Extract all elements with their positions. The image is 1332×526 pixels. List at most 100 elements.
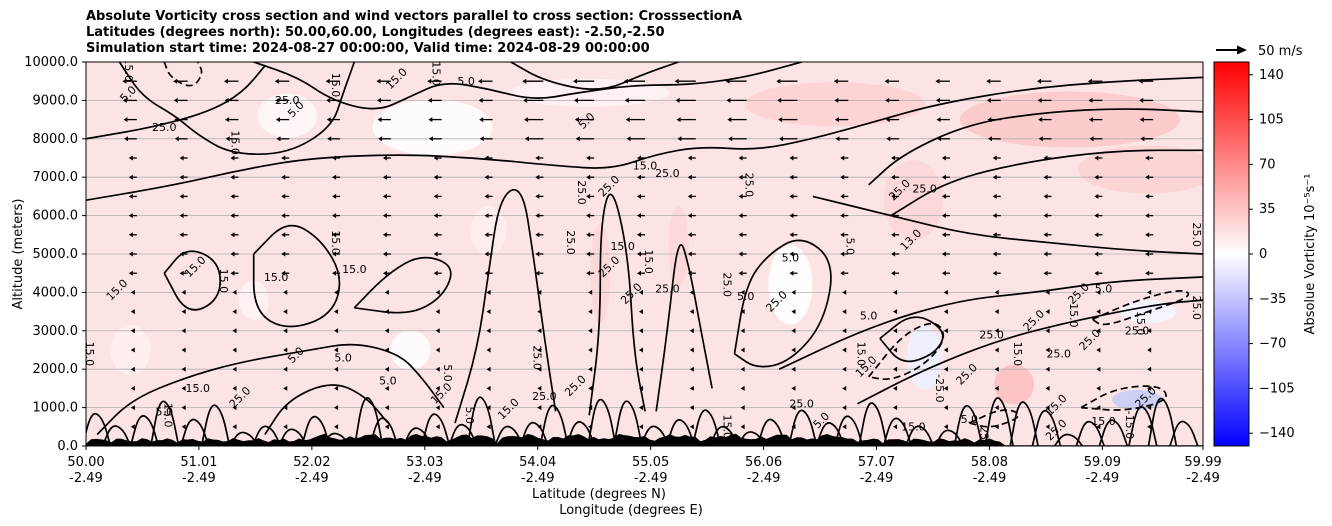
wind-vector-head-223 <box>689 347 694 353</box>
x-tick-label-lat-0: 50.00 <box>67 455 104 470</box>
contour-label-75: 15.0 <box>720 415 733 440</box>
wind-vector-head-379 <box>1096 424 1101 430</box>
wind-vector-head-344 <box>1038 117 1043 123</box>
wind-vector-head-87 <box>334 289 339 295</box>
wind-vector-head-380 <box>1138 78 1143 84</box>
wind-vector-head-143 <box>484 270 489 276</box>
wind-vector-head-221 <box>689 309 694 315</box>
wind-vector-head-63 <box>281 193 286 199</box>
wind-vector-head-280 <box>842 347 847 353</box>
wind-vector-head-365 <box>1094 155 1099 161</box>
wind-vector-head-390 <box>1145 270 1150 276</box>
x-tick-label-lon-7: -2.49 <box>860 471 894 486</box>
surface-contour-3 <box>149 400 180 446</box>
x-tick-label-lon-10: -2.49 <box>1186 471 1220 486</box>
contour-label-54: 15.0 <box>1067 303 1080 328</box>
wind-vector-head-358 <box>1045 385 1050 391</box>
wind-vector-head-245 <box>740 405 745 411</box>
wind-vector-head-212 <box>677 136 682 142</box>
wind-vector-head-246 <box>740 424 745 430</box>
wind-vector-head-37 <box>181 424 186 430</box>
wind-vector-head-261 <box>791 347 796 353</box>
wind-vector-head-52 <box>232 347 237 353</box>
wind-vector-head-27 <box>179 232 184 238</box>
wind-vector-head-336 <box>994 328 999 334</box>
wind-vector-head-362 <box>1088 97 1093 103</box>
wind-vector-head-173 <box>574 117 579 123</box>
wind-vector-head-339 <box>994 385 999 391</box>
surface-contour-36 <box>953 404 984 446</box>
y-tick-label-2: 2000.0 <box>33 362 79 377</box>
quiver-key-label: 50 m/s <box>1258 44 1303 59</box>
contour-line-19 <box>879 316 944 363</box>
x-tick-label-lon-6: -2.49 <box>747 471 781 486</box>
wind-vector-head-7 <box>128 213 133 219</box>
y-tick-label-9: 9000.0 <box>33 93 79 108</box>
wind-vector-head-356 <box>1045 347 1050 353</box>
wind-vector-head-316 <box>943 309 948 315</box>
colorbar-tick-label-2: 70 <box>1259 157 1276 172</box>
wind-vector-head-121 <box>433 213 438 219</box>
wind-vector-head-317 <box>943 328 948 334</box>
wind-vector-head-9 <box>128 251 133 257</box>
contour-label-32: 25.0 <box>655 282 680 295</box>
wind-vector-head-215 <box>687 193 692 199</box>
wind-vector-head-229 <box>726 97 731 103</box>
contour-label-63: -15.0 <box>1123 411 1136 439</box>
wind-vector-head-241 <box>740 328 745 334</box>
x-axis-label-latitude: Latitude (degrees N) <box>532 487 666 502</box>
wind-vector-head-124 <box>433 270 438 276</box>
contour-label-12: 25.0 <box>575 180 588 205</box>
wind-vector-head-188 <box>588 405 593 411</box>
wind-vector-head-253 <box>789 193 794 199</box>
wind-vector-head-130 <box>435 385 440 391</box>
wind-vector-head-378 <box>1096 405 1101 411</box>
surface-contour-43 <box>1128 406 1158 446</box>
wind-vector-head-354 <box>1045 309 1050 315</box>
contour-label-27: 25.0 <box>564 230 577 255</box>
quiver-key-arrowhead <box>1237 45 1247 55</box>
wind-vector-head-205 <box>639 366 644 372</box>
wind-vector-head-306 <box>936 117 941 123</box>
wind-vector-head-59 <box>275 117 280 123</box>
contour-label-66: 25.0 <box>977 426 990 451</box>
contour-label-47: 5.0 <box>860 309 878 322</box>
wind-vector-head-35 <box>181 385 186 391</box>
wind-vectors <box>122 78 1154 430</box>
wind-vector-head-377 <box>1096 385 1101 391</box>
wind-vector-head-310 <box>941 193 946 199</box>
wind-vector-head-36 <box>181 405 186 411</box>
wind-vector-head-73 <box>283 385 288 391</box>
wind-vector-head-78 <box>326 117 331 123</box>
wind-vector-head-33 <box>181 347 186 353</box>
wind-vector-head-328 <box>992 174 997 180</box>
wind-vector-head-80 <box>332 155 337 161</box>
wind-vector-head-268 <box>834 117 839 123</box>
wind-vector-head-394 <box>1147 347 1152 353</box>
wind-vector-head-20 <box>173 97 178 103</box>
contour-label-30: 15.0 <box>642 249 655 274</box>
wind-vector-head-148 <box>486 366 491 372</box>
wind-vector-head-228 <box>725 78 730 84</box>
wind-vector-head-284 <box>842 424 847 430</box>
wind-vector-head-238 <box>738 270 743 276</box>
y-tick-label-3: 3000.0 <box>33 324 79 339</box>
x-tick-label-lon-0: -2.49 <box>69 471 103 486</box>
wind-vector-head-232 <box>738 155 743 161</box>
wind-vector-head-26 <box>179 213 184 219</box>
wind-vector-head-99 <box>382 155 387 161</box>
wind-vector-head-368 <box>1094 213 1099 219</box>
wind-vector-head-10 <box>128 270 133 276</box>
contour-label-71: 15.0 <box>186 382 211 395</box>
wind-vector-head-113 <box>384 424 389 430</box>
wind-vector-head-374 <box>1096 328 1101 334</box>
wind-vector-head-318 <box>943 347 948 353</box>
wind-vector-head-133 <box>478 78 483 84</box>
wind-vector-head-103 <box>382 232 387 238</box>
wind-vector-head-323 <box>986 78 991 84</box>
wind-vector-head-31 <box>181 309 186 315</box>
x-tick-label-lat-5: 55.05 <box>632 455 669 470</box>
wind-vector-head-382 <box>1139 117 1144 123</box>
wind-vector-head-263 <box>791 385 796 391</box>
wind-vector-head-270 <box>840 155 845 161</box>
